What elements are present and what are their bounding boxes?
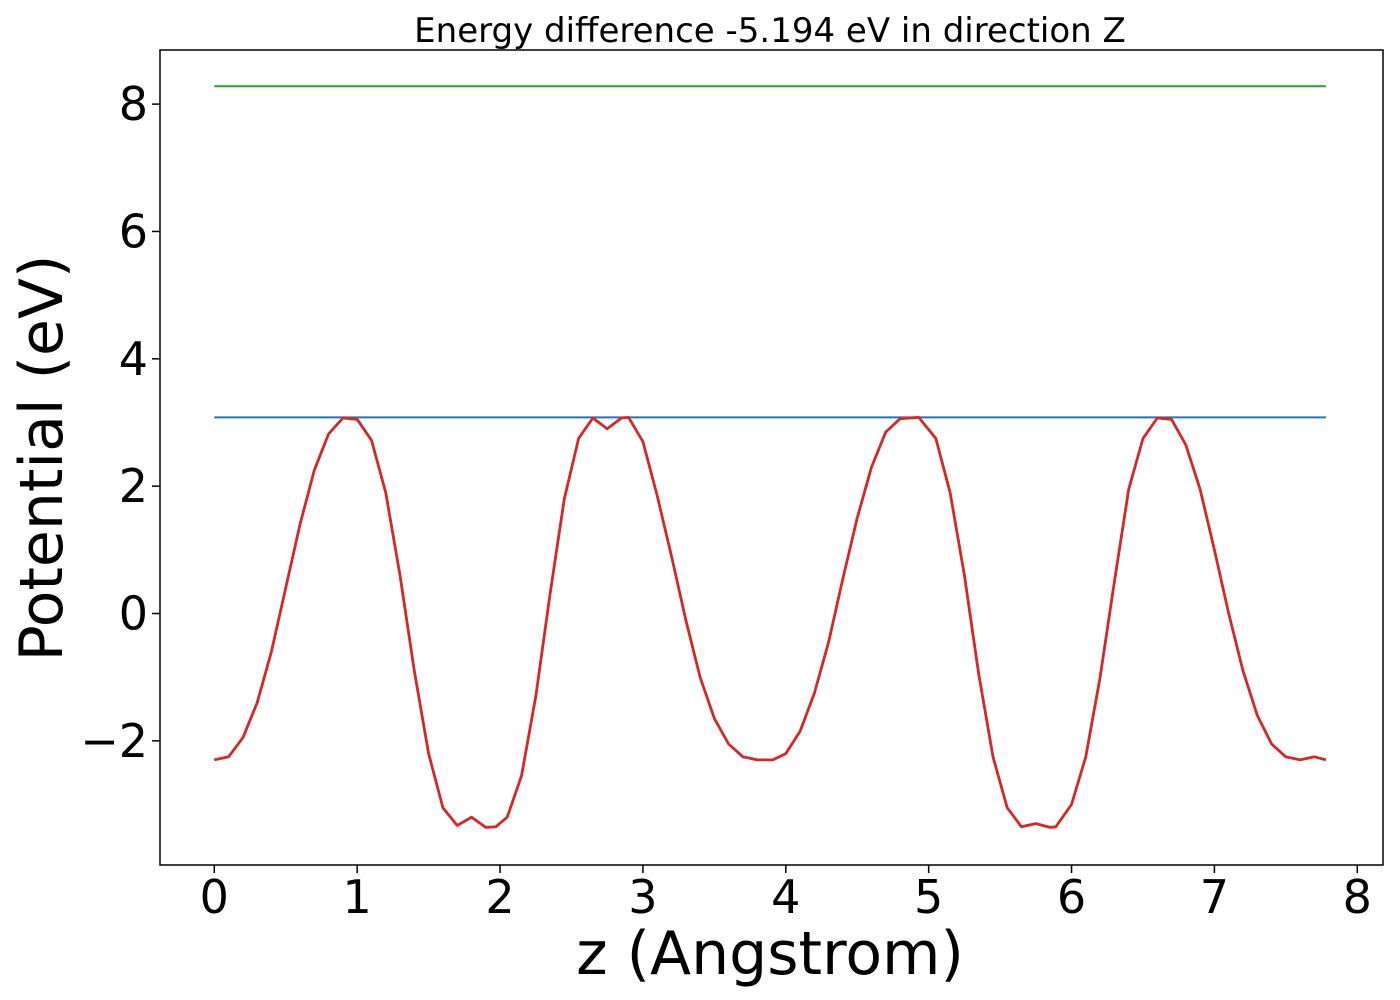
x-tick-label: 4 (771, 870, 800, 924)
y-tick-label: 6 (119, 204, 148, 258)
x-tick-label: 7 (1200, 870, 1229, 924)
x-tick-label: 2 (485, 870, 514, 924)
x-tick-label: 3 (628, 870, 657, 924)
x-tick-label: 5 (914, 870, 943, 924)
x-tick-label: 0 (200, 870, 229, 924)
y-tick-label: 2 (119, 459, 148, 513)
plot-frame (159, 49, 1384, 866)
x-tick-label: 6 (1057, 870, 1086, 924)
y-axis-ticks: −2 0 2 4 6 8 (80, 77, 160, 768)
chart-title: Energy difference -5.194 eV in direction… (414, 11, 1126, 51)
y-axis-label: Potential (eV) (7, 255, 77, 662)
y-tick-label: 8 (119, 77, 148, 131)
y-tick-label: 0 (119, 586, 148, 640)
x-axis-label: z (Angstrom) (576, 919, 964, 989)
series-layer (214, 85, 1327, 829)
y-tick-label: 4 (119, 332, 148, 386)
x-tick-label: 8 (1343, 870, 1372, 924)
series-line-3 (214, 415, 1327, 829)
x-tick-label: 1 (343, 870, 372, 924)
y-tick-label: −2 (80, 714, 148, 768)
x-axis-ticks: 0 1 2 3 4 5 6 7 8 (200, 865, 1372, 924)
